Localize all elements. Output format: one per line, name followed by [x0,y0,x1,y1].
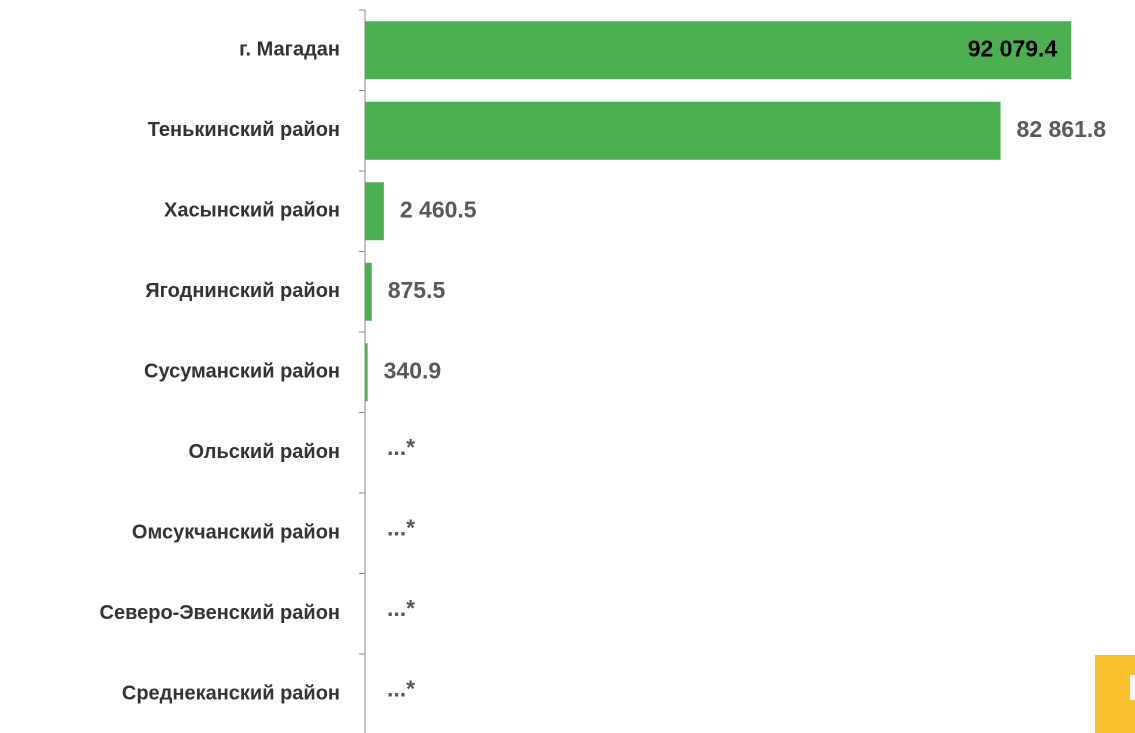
y-tick-label: г. Магадан [239,39,340,61]
y-tick-label: Северо-Эвенский район [100,602,341,624]
y-tick-label: Омсукчанский район [132,522,340,544]
bar [365,21,1072,80]
value-label: ...* [387,675,415,701]
y-tick-label: Среднеканский район [122,683,340,705]
value-label: ...* [387,595,415,621]
y-tick-label: Сусуманский район [144,361,340,383]
bar [365,101,1001,160]
y-tick-label: Тенькинский район [148,119,340,141]
value-label: 82 861.8 [1017,116,1107,142]
bar [365,343,368,402]
value-label: ...* [387,434,415,460]
value-label: 340.9 [384,357,442,383]
value-label: 92 079.4 [968,35,1058,61]
y-tick-label: Ягоднинский район [145,280,340,302]
decoration [1095,655,1135,733]
y-tick-label: Ольский район [188,441,340,463]
y-tick-label: Хасынский район [164,200,340,222]
value-label: 875.5 [388,277,446,303]
bar [365,182,384,241]
value-label: ...* [387,514,415,540]
value-label: 2 460.5 [400,196,477,222]
bar [365,262,372,321]
decoration [1130,675,1135,700]
